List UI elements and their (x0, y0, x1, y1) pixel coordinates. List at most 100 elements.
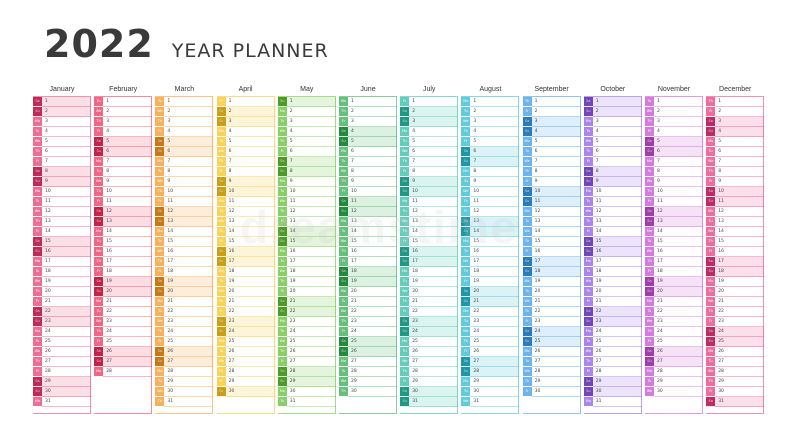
day-row[interactable]: Sa 3 (522, 116, 581, 127)
day-row[interactable]: Th 7 (400, 156, 459, 167)
day-row[interactable]: Sa 3 (706, 116, 765, 127)
day-row[interactable]: Sa 10 (706, 186, 765, 197)
day-row[interactable]: Sa 29 (583, 376, 642, 387)
day-row[interactable]: We 1 (339, 96, 397, 107)
day-row[interactable]: We 14 (706, 226, 765, 237)
day-row[interactable]: Th 17 (155, 256, 214, 267)
day-row[interactable]: Su 6 (155, 146, 214, 157)
day-row[interactable]: Fr 18 (94, 266, 153, 277)
day-row[interactable]: Sa 31 (706, 396, 765, 407)
day-row[interactable]: Tu 12 (400, 206, 459, 217)
day-row[interactable]: Su 25 (522, 336, 581, 347)
day-row[interactable]: Su 27 (94, 356, 153, 367)
day-row[interactable]: Fr 28 (33, 366, 91, 377)
day-row[interactable]: Tu 1 (94, 96, 153, 107)
day-row[interactable]: Tu 15 (645, 236, 703, 247)
day-row[interactable]: Sa 18 (339, 266, 397, 277)
day-row[interactable]: Tu 4 (33, 126, 91, 137)
day-row[interactable]: We 23 (94, 316, 153, 327)
day-row[interactable]: Sa 12 (94, 206, 153, 217)
day-row[interactable]: Su 26 (339, 346, 397, 357)
day-row[interactable]: Sa 19 (94, 276, 153, 287)
day-row[interactable]: Mo 30 (277, 386, 336, 397)
day-row[interactable]: We 13 (400, 216, 459, 227)
day-row[interactable]: Th 14 (400, 226, 459, 237)
day-row[interactable]: Mo 4 (400, 126, 459, 137)
day-row[interactable]: Mo 21 (155, 296, 214, 307)
day-row[interactable]: Tu 3 (277, 116, 336, 127)
day-row[interactable]: Tu 24 (277, 326, 336, 337)
day-row[interactable]: Su 20 (155, 286, 214, 297)
day-row[interactable]: Fr 23 (706, 316, 765, 327)
day-row[interactable]: Fr 14 (583, 226, 642, 237)
day-row[interactable]: Tu 11 (33, 196, 91, 207)
day-row[interactable]: Fr 7 (33, 156, 91, 167)
day-row[interactable]: We 28 (706, 366, 765, 377)
day-row[interactable]: Sa 22 (33, 306, 91, 317)
day-row[interactable]: Mo 26 (522, 346, 581, 357)
day-row[interactable]: Sa 23 (400, 316, 459, 327)
day-row[interactable]: Sa 15 (33, 236, 91, 247)
day-row[interactable]: Mo 6 (339, 146, 397, 157)
day-row[interactable]: Sa 17 (522, 256, 581, 267)
day-row[interactable]: Th 29 (522, 376, 581, 387)
day-row[interactable]: Fr 2 (706, 106, 765, 117)
day-row[interactable]: Su 5 (339, 136, 397, 147)
day-row[interactable]: Su 22 (277, 306, 336, 317)
day-row[interactable]: Th 9 (339, 176, 397, 187)
day-row[interactable]: Th 1 (522, 96, 581, 107)
day-row[interactable]: Sa 16 (216, 246, 275, 257)
day-row[interactable]: Tu 11 (583, 196, 642, 207)
day-row[interactable]: Fr 9 (522, 176, 581, 187)
day-row[interactable]: Su 1 (277, 96, 336, 107)
day-row[interactable]: Th 24 (645, 326, 703, 337)
day-row[interactable]: We 9 (645, 176, 703, 187)
day-row[interactable]: Th 29 (706, 376, 765, 387)
day-row[interactable]: Sa 2 (216, 106, 275, 117)
day-row[interactable]: Tu 9 (461, 176, 520, 187)
day-row[interactable]: Mo 1 (461, 96, 520, 107)
day-row[interactable]: Fr 22 (400, 306, 459, 317)
day-row[interactable]: Th 27 (583, 356, 642, 367)
day-row[interactable]: Th 12 (277, 206, 336, 217)
day-row[interactable]: Sa 26 (155, 346, 214, 357)
day-row[interactable]: Sa 19 (645, 276, 703, 287)
day-row[interactable]: Su 8 (277, 166, 336, 177)
day-row[interactable]: We 4 (277, 126, 336, 137)
day-row[interactable]: Su 9 (33, 176, 91, 187)
day-row[interactable]: Mo 18 (400, 266, 459, 277)
day-row[interactable]: Mo 23 (277, 316, 336, 327)
day-row[interactable]: Fr 1 (400, 96, 459, 107)
day-row[interactable]: We 19 (33, 276, 91, 287)
day-row[interactable]: Mo 21 (645, 296, 703, 307)
day-row[interactable]: We 23 (155, 316, 214, 327)
day-row[interactable]: Th 28 (400, 366, 459, 377)
day-row[interactable]: Fr 10 (339, 186, 397, 197)
day-row[interactable]: Th 26 (277, 346, 336, 357)
day-row[interactable]: Fr 25 (645, 336, 703, 347)
day-row[interactable]: Mo 7 (645, 156, 703, 167)
day-row[interactable]: Mo 16 (277, 246, 336, 257)
day-row[interactable]: Tu 12 (216, 206, 275, 217)
day-row[interactable]: Sa 26 (94, 346, 153, 357)
day-row[interactable]: Fr 15 (216, 236, 275, 247)
day-row[interactable]: We 6 (400, 146, 459, 157)
day-row[interactable]: Su 30 (583, 386, 642, 397)
day-row[interactable]: Su 18 (522, 266, 581, 277)
day-row[interactable]: Su 27 (645, 356, 703, 367)
day-row[interactable]: Mo 5 (522, 136, 581, 147)
day-row[interactable]: Tu 19 (216, 276, 275, 287)
day-row[interactable]: Tu 2 (461, 106, 520, 117)
day-row[interactable]: We 17 (461, 256, 520, 267)
day-row[interactable]: Sa 14 (277, 226, 336, 237)
day-row[interactable]: Su 19 (339, 276, 397, 287)
day-row[interactable]: Fr 27 (277, 356, 336, 367)
day-row[interactable]: Fr 11 (645, 196, 703, 207)
day-row[interactable]: Tu 20 (522, 286, 581, 297)
day-row[interactable]: Th 7 (216, 156, 275, 167)
day-row[interactable]: Mo 3 (33, 116, 91, 127)
day-row[interactable]: We 7 (522, 156, 581, 167)
day-row[interactable]: Mo 31 (583, 396, 642, 407)
day-row[interactable]: Sa 4 (339, 126, 397, 137)
day-row[interactable]: Fr 5 (461, 136, 520, 147)
